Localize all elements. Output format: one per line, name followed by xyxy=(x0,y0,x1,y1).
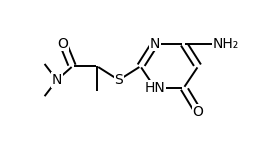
Text: N: N xyxy=(150,37,160,51)
Text: HN: HN xyxy=(144,81,165,95)
Text: N: N xyxy=(52,73,62,87)
Text: S: S xyxy=(114,73,123,87)
Text: NH₂: NH₂ xyxy=(213,37,239,51)
Text: O: O xyxy=(58,37,69,51)
Text: O: O xyxy=(193,105,203,119)
